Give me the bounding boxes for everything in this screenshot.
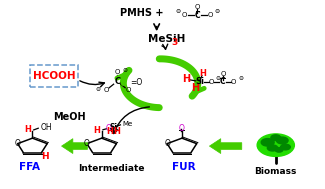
- Text: H: H: [24, 125, 31, 134]
- Text: H: H: [93, 126, 100, 135]
- Text: C: C: [220, 77, 226, 86]
- Polygon shape: [209, 139, 242, 153]
- Text: ⊖: ⊖: [215, 76, 220, 81]
- Text: ⊖: ⊖: [96, 87, 100, 92]
- Text: O: O: [195, 4, 200, 10]
- Text: O: O: [105, 124, 111, 133]
- Text: C: C: [195, 11, 200, 20]
- Circle shape: [276, 137, 288, 144]
- Text: HCOOH: HCOOH: [33, 71, 75, 81]
- Text: Biomass: Biomass: [254, 167, 297, 176]
- Text: O: O: [114, 70, 120, 75]
- Text: ⊖: ⊖: [175, 9, 180, 14]
- Text: H: H: [182, 74, 190, 84]
- Text: O: O: [178, 124, 184, 133]
- Text: O: O: [15, 139, 20, 148]
- Text: O: O: [208, 12, 213, 18]
- Text: ⊖: ⊖: [123, 68, 128, 73]
- Text: H: H: [191, 83, 200, 93]
- Text: Si: Si: [110, 123, 118, 132]
- Circle shape: [261, 139, 274, 146]
- Text: O: O: [209, 79, 214, 85]
- Text: O: O: [231, 79, 237, 85]
- Text: H: H: [199, 69, 206, 78]
- Text: ⊖: ⊖: [214, 9, 220, 14]
- Text: H: H: [113, 127, 120, 136]
- Polygon shape: [61, 139, 87, 153]
- Text: =O: =O: [130, 78, 142, 87]
- Text: O: O: [164, 139, 170, 148]
- Text: H: H: [42, 152, 49, 161]
- Circle shape: [280, 144, 290, 150]
- Circle shape: [275, 148, 283, 152]
- Text: Me: Me: [122, 122, 132, 127]
- Ellipse shape: [257, 134, 294, 156]
- Text: O: O: [220, 71, 226, 77]
- Text: O: O: [182, 12, 187, 18]
- Text: ⊖: ⊖: [238, 76, 243, 81]
- Text: MeSiH: MeSiH: [148, 34, 185, 44]
- Text: PMHS +: PMHS +: [120, 8, 163, 18]
- Text: 3: 3: [172, 38, 178, 47]
- Text: FUR: FUR: [172, 162, 195, 172]
- Text: O: O: [125, 87, 131, 93]
- Text: O: O: [84, 139, 90, 148]
- Text: C: C: [114, 77, 120, 86]
- Text: H: H: [107, 127, 113, 136]
- Circle shape: [271, 135, 280, 140]
- Text: Intermediate: Intermediate: [78, 164, 145, 173]
- Text: O: O: [104, 87, 109, 93]
- Text: MeOH: MeOH: [53, 112, 85, 122]
- Text: OH: OH: [40, 123, 52, 132]
- Text: Si: Si: [195, 77, 204, 86]
- Circle shape: [267, 145, 278, 151]
- Text: FFA: FFA: [19, 162, 40, 172]
